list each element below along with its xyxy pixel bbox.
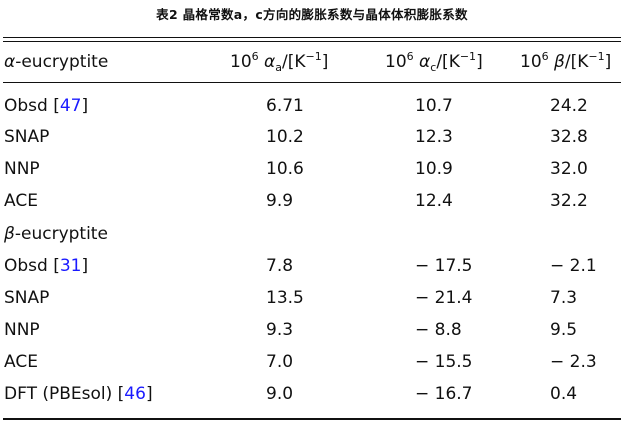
value-alpha-a: 10.2 (266, 127, 304, 147)
value-alpha-a: 13.5 (266, 288, 304, 308)
citation-link[interactable]: 47 (59, 96, 82, 116)
value-beta: − 2.3 (550, 352, 597, 372)
row-label: NNP (4, 159, 40, 179)
row-label: NNP (4, 320, 40, 340)
table-row: NNP 10.6 10.9 32.0 (0, 154, 624, 185)
value-alpha-c: − 21.4 (415, 288, 473, 308)
section-label: β-eucryptite (4, 224, 108, 244)
value-alpha-c: 12.4 (415, 191, 453, 211)
value-beta: − 2.1 (550, 256, 597, 276)
top-rule-second (3, 41, 621, 43)
citation-link[interactable]: 46 (124, 384, 146, 404)
value-alpha-c: 10.7 (415, 96, 453, 116)
table-row: SNAP 13.5 − 21.4 7.3 (0, 283, 624, 314)
value-alpha-a: 10.6 (266, 159, 304, 179)
value-alpha-a: 9.9 (266, 191, 294, 211)
row-label: SNAP (4, 288, 50, 308)
top-rule (3, 37, 621, 39)
citation-link[interactable]: 31 (59, 256, 82, 276)
value-beta: 7.3 (550, 288, 578, 308)
value-beta: 24.2 (550, 96, 588, 116)
value-beta: 9.5 (550, 320, 578, 340)
header-col-material: α-eucryptite (4, 52, 109, 72)
table-row: Obsd [47] 6.71 10.7 24.2 (0, 91, 624, 122)
header-col-alpha-a: 106 αa/[K−1] (230, 50, 329, 74)
value-beta: 0.4 (550, 384, 578, 404)
value-beta: 32.0 (550, 159, 588, 179)
table-row: Obsd [31] 7.8 − 17.5 − 2.1 (0, 251, 624, 282)
row-label: DFT (PBEsol) [46] (4, 384, 153, 404)
row-label: SNAP (4, 127, 50, 147)
value-alpha-a: 9.3 (266, 320, 294, 340)
value-alpha-a: 9.0 (266, 384, 294, 404)
header-col-alpha-c: 106 αc/[K−1] (385, 50, 483, 74)
value-alpha-c: − 16.7 (415, 384, 473, 404)
table-row: ACE 9.9 12.4 32.2 (0, 186, 624, 217)
table-row: SNAP 10.2 12.3 32.8 (0, 122, 624, 153)
header-rule (3, 82, 621, 84)
value-alpha-c: − 15.5 (415, 352, 473, 372)
value-alpha-c: 10.9 (415, 159, 453, 179)
header-col-beta: 106 β/[K−1] (520, 50, 612, 72)
value-beta: 32.2 (550, 191, 588, 211)
row-label: Obsd [47] (4, 96, 89, 116)
bottom-rule (3, 418, 621, 420)
table-row: NNP 9.3 − 8.8 9.5 (0, 315, 624, 346)
value-alpha-a: 7.0 (266, 352, 294, 372)
table-caption: 表2 晶格常数a，c方向的膨胀系数与晶体体积膨胀系数 (156, 7, 468, 22)
value-beta: 32.8 (550, 127, 588, 147)
table-row: DFT (PBEsol) [46] 9.0 − 16.7 0.4 (0, 379, 624, 410)
value-alpha-c: − 17.5 (415, 256, 473, 276)
value-alpha-c: 12.3 (415, 127, 453, 147)
value-alpha-a: 6.71 (266, 96, 304, 116)
row-label: ACE (4, 352, 38, 372)
value-alpha-c: − 8.8 (415, 320, 462, 340)
header-row: α-eucryptite 106 αa/[K−1] 106 αc/[K−1] 1… (0, 45, 624, 79)
row-label: ACE (4, 191, 38, 211)
table-row: ACE 7.0 − 15.5 − 2.3 (0, 347, 624, 378)
section-row: β-eucryptite (0, 219, 624, 250)
value-alpha-a: 7.8 (266, 256, 294, 276)
row-label: Obsd [31] (4, 256, 89, 276)
